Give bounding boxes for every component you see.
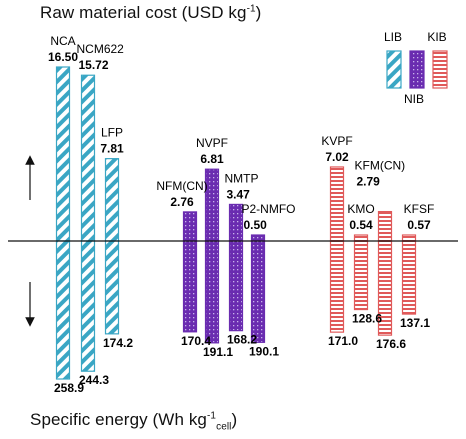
energy-value-lfp: 174.2 xyxy=(103,336,133,350)
cost-bar-lfp xyxy=(104,158,120,242)
cost-bar-ncm622 xyxy=(80,74,96,242)
energy-bar-nmtp xyxy=(228,240,244,332)
cost-value-nca: 16.50 xyxy=(48,50,78,64)
energy-value-kfsf: 137.1 xyxy=(400,316,430,330)
cost-bar-kfm-cn xyxy=(377,210,393,242)
energy-bar-kvpf xyxy=(329,240,345,333)
legend-label-kib: KIB xyxy=(427,30,446,44)
cost-value-nfm-cn: 2.76 xyxy=(170,195,194,209)
cost-bar-nfm-cn xyxy=(182,211,198,242)
energy-value-ncm622: 244.3 xyxy=(79,373,109,387)
cost-bar-kvpf xyxy=(329,166,345,242)
bar-label-p2-nmfo: P2-NMFO xyxy=(242,202,296,216)
bar-label-kfsf: KFSF xyxy=(404,202,435,216)
cost-value-nvpf: 6.81 xyxy=(200,152,224,166)
cost-bar-kfsf xyxy=(401,234,417,242)
legend-swatch-kib xyxy=(432,50,448,89)
bar-label-nca: NCA xyxy=(50,34,75,48)
energy-value-nvpf: 191.1 xyxy=(203,345,233,359)
bar-label-nvpf: NVPF xyxy=(196,136,228,150)
energy-value-kvpf: 171.0 xyxy=(328,334,358,348)
bar-label-nfm-cn: NFM(CN) xyxy=(156,179,207,193)
bar-label-kfm-cn: KFM(CN) xyxy=(355,159,406,173)
cost-value-lfp: 7.81 xyxy=(100,142,124,156)
cost-axis-title: Raw material cost (USD kg-1) xyxy=(40,3,262,22)
energy-bar-kmo xyxy=(353,240,369,311)
energy-bar-lfp xyxy=(104,240,120,335)
bar-label-kvpf: KVPF xyxy=(321,134,352,148)
cost-value-nmtp: 3.47 xyxy=(227,187,251,201)
cost-value-kmo: 0.54 xyxy=(349,218,373,232)
energy-bar-kfsf xyxy=(401,240,417,315)
energy-bar-p2-nmfo xyxy=(250,240,266,343)
legend-label-nib: NIB xyxy=(404,92,424,106)
energy-bar-ncm622 xyxy=(80,240,96,372)
cost-value-kvpf: 7.02 xyxy=(325,150,349,164)
legend-label-lib: LIB xyxy=(384,30,402,44)
energy-value-p2-nmfo: 190.1 xyxy=(249,344,279,358)
cost-bar-kmo xyxy=(353,234,369,242)
energy-value-nmtp: 168.2 xyxy=(227,333,257,347)
cost-value-ncm622: 15.72 xyxy=(79,58,109,72)
energy-bar-nvpf xyxy=(204,240,220,344)
energy-value-nca: 258.9 xyxy=(54,381,84,395)
legend-swatch-nib xyxy=(409,50,425,89)
energy-value-nfm-cn: 170.4 xyxy=(181,334,211,348)
energy-axis-title: Specific energy (Wh kg-1cell) xyxy=(30,410,238,433)
cost-value-kfm-cn: 2.79 xyxy=(357,175,381,189)
energy-value-kfm-cn: 176.6 xyxy=(376,337,406,351)
energy-bar-nfm-cn xyxy=(182,240,198,333)
cost-bar-p2-nmfo xyxy=(250,234,266,242)
cost-value-p2-nmfo: 0.50 xyxy=(244,218,268,232)
legend-swatch-lib xyxy=(386,50,402,89)
bar-label-kmo: KMO xyxy=(347,202,374,216)
energy-bar-nca xyxy=(55,240,71,380)
bar-label-ncm622: NCM622 xyxy=(77,42,125,56)
bar-label-lfp: LFP xyxy=(101,126,123,140)
cost-value-kfsf: 0.57 xyxy=(407,218,431,232)
energy-value-kmo: 128.6 xyxy=(352,312,382,326)
bar-label-nmtp: NMTP xyxy=(225,171,259,185)
cost-bar-nca xyxy=(55,66,71,242)
